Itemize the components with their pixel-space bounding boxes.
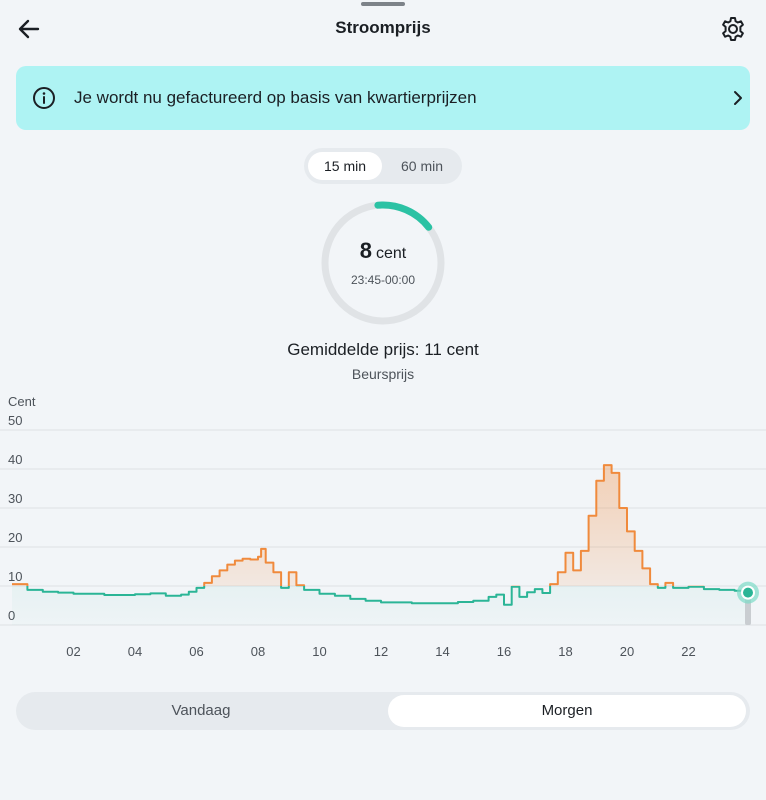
average-price: Gemiddelde prijs: 11 cent: [287, 340, 479, 359]
current-time-marker-dot: [741, 585, 755, 600]
x-tick-label: 10: [312, 644, 326, 659]
x-tick-label: 04: [128, 644, 142, 659]
day-option-tomorrow[interactable]: Morgen: [388, 695, 746, 727]
interval-toggle: 15 min 60 min: [304, 148, 462, 184]
price-chart[interactable]: Cent 0 10 20 30 40 50 02 04 06 08 10 12 14 16 18 20 22: [0, 390, 766, 670]
y-tick-label: 40: [8, 452, 22, 467]
x-tick-label: 08: [251, 644, 265, 659]
y-tick-label: 10: [8, 569, 22, 584]
x-tick-label: 16: [497, 644, 511, 659]
y-tick-label: 20: [8, 530, 22, 545]
price-line-below: [26, 586, 750, 606]
banner-text: Je wordt nu gefactureerd op basis van kw…: [74, 88, 477, 107]
info-icon: [33, 87, 55, 109]
chevron-right-icon: [734, 91, 742, 105]
current-price: 8 cent: [318, 238, 448, 264]
back-button[interactable]: [14, 14, 44, 44]
current-price-unit: cent: [376, 245, 407, 262]
x-tick-label: 14: [435, 644, 449, 659]
x-tick-label: 22: [681, 644, 695, 659]
x-tick-label: 06: [189, 644, 203, 659]
gear-icon: [722, 17, 744, 41]
x-tick-label: 12: [374, 644, 388, 659]
day-toggle: Vandaag Morgen: [16, 692, 750, 730]
top-bar: Stroomprijs: [0, 0, 766, 58]
x-tick-label: 02: [66, 644, 80, 659]
y-tick-label: 50: [8, 413, 22, 428]
price-line-above: [12, 464, 705, 586]
day-option-today[interactable]: Vandaag: [171, 702, 231, 719]
y-tick-label: 0: [8, 608, 15, 623]
settings-button[interactable]: [718, 14, 748, 44]
y-tick-label: 30: [8, 491, 22, 506]
y-axis-label: Cent: [8, 394, 36, 409]
price-area-below: [12, 586, 750, 625]
billing-info-banner[interactable]: Je wordt nu gefactureerd op basis van kw…: [16, 66, 750, 130]
page-title: Stroomprijs: [335, 18, 431, 37]
interval-option-15-min[interactable]: 15 min: [308, 152, 382, 180]
gauge-progress-arc: [374, 201, 433, 231]
x-tick-label: 18: [558, 644, 572, 659]
price-gauge: [321, 201, 445, 325]
arrow-left-icon: [18, 19, 40, 39]
current-price-time: 23:45-00:00: [350, 273, 416, 287]
price-type: Beursprijs: [351, 366, 415, 382]
price-area-above: [12, 465, 674, 586]
sheet-grab-handle[interactable]: [361, 2, 405, 6]
interval-option-60-min[interactable]: 60 min: [400, 158, 444, 174]
x-tick-label: 20: [620, 644, 634, 659]
current-price-value: 8: [359, 238, 372, 263]
